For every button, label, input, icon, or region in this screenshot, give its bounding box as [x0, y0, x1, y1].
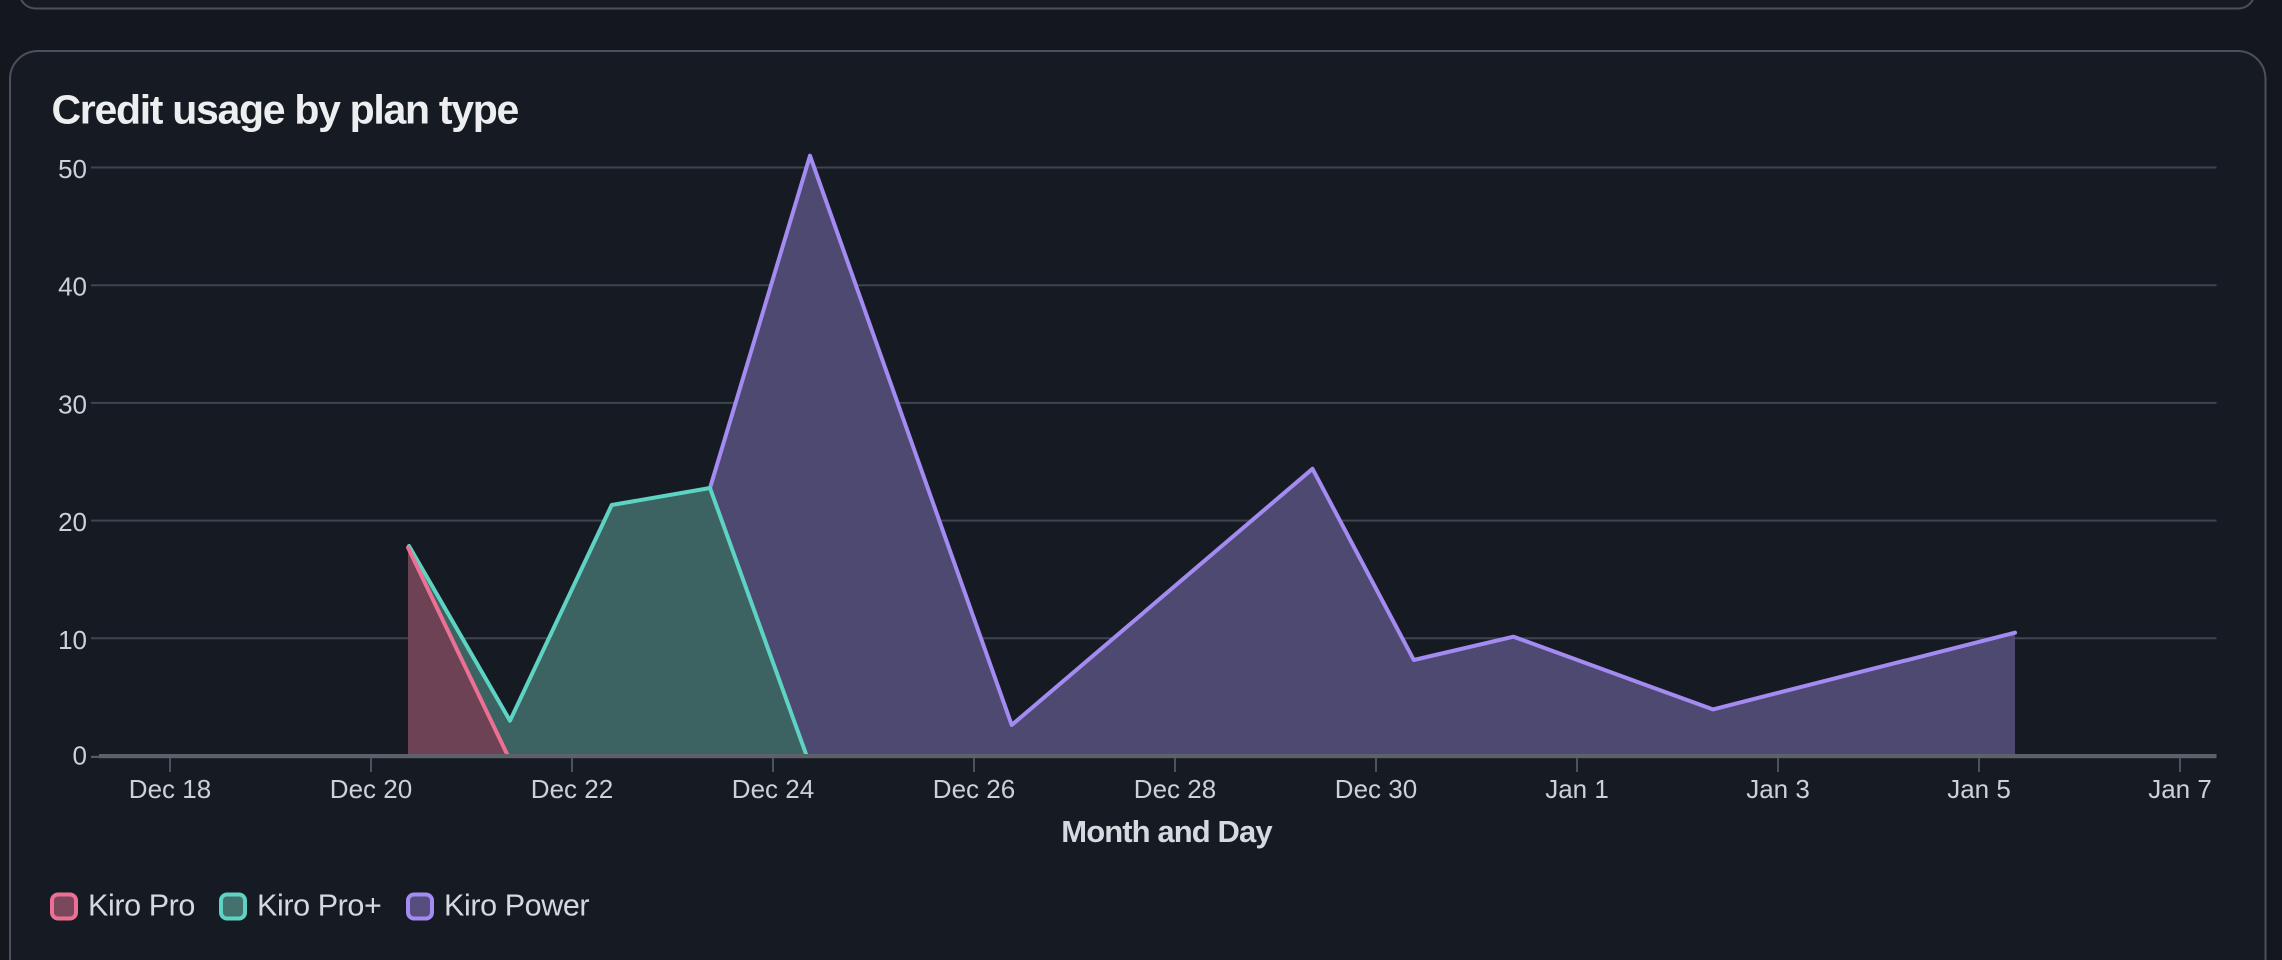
svg-text:0: 0 [73, 741, 87, 771]
svg-text:Dec 22: Dec 22 [531, 774, 613, 804]
svg-text:30: 30 [58, 389, 87, 419]
svg-text:40: 40 [58, 272, 87, 302]
svg-text:Jan 7: Jan 7 [2148, 774, 2212, 804]
svg-text:Dec 28: Dec 28 [1134, 774, 1216, 804]
svg-text:Credit usage by plan type: Credit usage by plan type [52, 87, 519, 133]
svg-text:Kiro Power: Kiro Power [444, 889, 589, 923]
svg-text:10: 10 [58, 625, 87, 655]
svg-text:Month and Day: Month and Day [1061, 814, 1273, 849]
svg-text:Kiro Pro: Kiro Pro [88, 889, 195, 923]
svg-text:Dec 26: Dec 26 [933, 774, 1015, 804]
svg-text:Dec 18: Dec 18 [129, 774, 211, 804]
svg-text:Jan 5: Jan 5 [1947, 774, 2011, 804]
svg-text:20: 20 [58, 507, 87, 537]
svg-text:Jan 1: Jan 1 [1545, 774, 1609, 804]
svg-text:Dec 20: Dec 20 [330, 774, 412, 804]
svg-text:Kiro Pro+: Kiro Pro+ [257, 889, 381, 923]
svg-text:Jan 3: Jan 3 [1746, 774, 1810, 804]
svg-text:Dec 24: Dec 24 [732, 774, 814, 804]
svg-text:50: 50 [58, 154, 87, 184]
svg-text:Dec 30: Dec 30 [1335, 774, 1417, 804]
